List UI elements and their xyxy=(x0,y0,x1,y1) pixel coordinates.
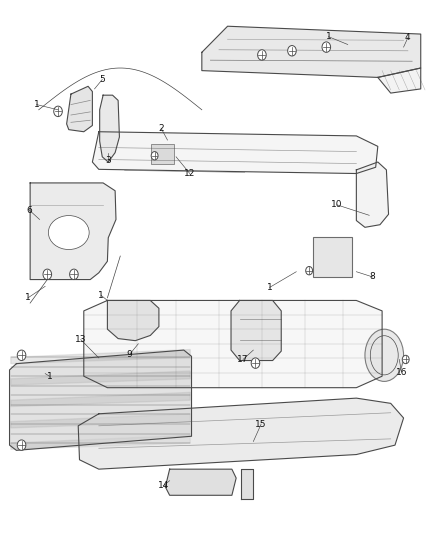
Text: 1: 1 xyxy=(98,290,104,300)
Circle shape xyxy=(306,266,313,275)
Text: 1: 1 xyxy=(34,100,39,109)
Polygon shape xyxy=(84,301,382,387)
Circle shape xyxy=(151,151,158,160)
Circle shape xyxy=(258,50,266,60)
Polygon shape xyxy=(30,183,116,280)
Polygon shape xyxy=(107,301,159,341)
Circle shape xyxy=(54,106,62,117)
Text: 1: 1 xyxy=(325,32,331,41)
Circle shape xyxy=(402,356,409,364)
Bar xyxy=(151,144,173,164)
Circle shape xyxy=(17,350,26,360)
Text: 2: 2 xyxy=(158,124,164,133)
Text: 3: 3 xyxy=(106,157,111,165)
Circle shape xyxy=(43,269,52,280)
Circle shape xyxy=(251,358,260,368)
Polygon shape xyxy=(11,414,190,428)
Text: 8: 8 xyxy=(370,272,375,281)
Bar xyxy=(314,237,352,277)
Text: 17: 17 xyxy=(237,355,249,364)
Circle shape xyxy=(322,42,331,52)
Polygon shape xyxy=(100,95,120,162)
Text: 16: 16 xyxy=(396,368,407,376)
Polygon shape xyxy=(10,350,191,450)
Text: 12: 12 xyxy=(184,169,195,178)
Text: 1: 1 xyxy=(25,293,31,302)
Text: 5: 5 xyxy=(99,75,105,84)
Text: 1: 1 xyxy=(267,283,272,292)
Text: 4: 4 xyxy=(405,33,411,42)
Circle shape xyxy=(17,440,26,450)
Polygon shape xyxy=(241,469,253,499)
Circle shape xyxy=(70,269,78,280)
Polygon shape xyxy=(11,350,190,364)
Circle shape xyxy=(288,45,296,56)
Text: 13: 13 xyxy=(75,335,87,344)
Polygon shape xyxy=(78,398,403,469)
Ellipse shape xyxy=(365,329,403,382)
Polygon shape xyxy=(92,132,378,174)
Text: 6: 6 xyxy=(26,206,32,215)
Polygon shape xyxy=(231,301,281,360)
Polygon shape xyxy=(357,162,389,228)
Text: 15: 15 xyxy=(255,420,267,429)
Text: 1: 1 xyxy=(46,372,52,381)
Text: 14: 14 xyxy=(158,481,169,490)
Polygon shape xyxy=(11,392,190,407)
Polygon shape xyxy=(11,435,190,449)
Text: 10: 10 xyxy=(331,200,343,209)
Polygon shape xyxy=(166,469,236,495)
Ellipse shape xyxy=(48,215,89,249)
Polygon shape xyxy=(378,68,421,93)
Polygon shape xyxy=(67,86,92,132)
Polygon shape xyxy=(11,371,190,385)
Text: 9: 9 xyxy=(127,350,133,359)
Polygon shape xyxy=(202,26,421,77)
